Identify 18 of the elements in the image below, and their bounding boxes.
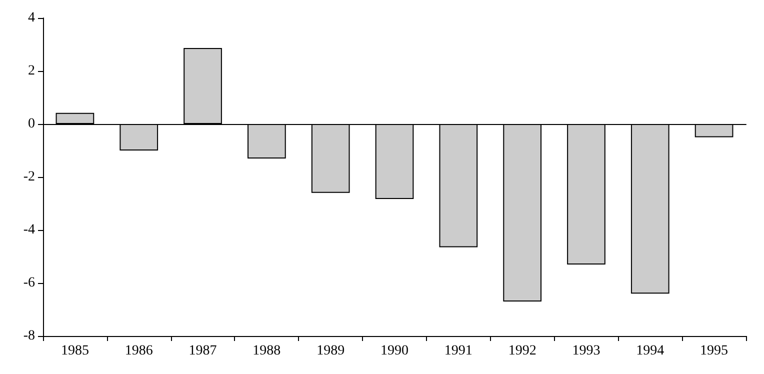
- x-tick-label: 1992: [508, 344, 536, 358]
- y-tick-label: -4: [23, 222, 35, 238]
- x-tick-label: 1985: [60, 344, 89, 358]
- y-tick-label: -8: [23, 328, 35, 344]
- y-tick-label: -6: [23, 276, 35, 290]
- x-tick-label: 1994: [636, 344, 664, 358]
- y-tick-label: 2: [28, 64, 35, 78]
- x-tick-label: 1986: [124, 344, 153, 358]
- y-tick-label: 0: [28, 116, 35, 132]
- x-tick-label: 1990: [380, 344, 408, 358]
- x-tick-label: 1987: [188, 344, 217, 358]
- x-tick-label: 1988: [252, 344, 281, 358]
- y-tick-label: 4: [28, 10, 35, 26]
- x-tick-label: 1995: [700, 344, 728, 358]
- x-tick-label: 1993: [572, 344, 600, 358]
- y-tick-label: -2: [23, 170, 35, 184]
- x-tick-label: 1989: [316, 344, 345, 358]
- x-tick-label: 1991: [444, 344, 472, 358]
